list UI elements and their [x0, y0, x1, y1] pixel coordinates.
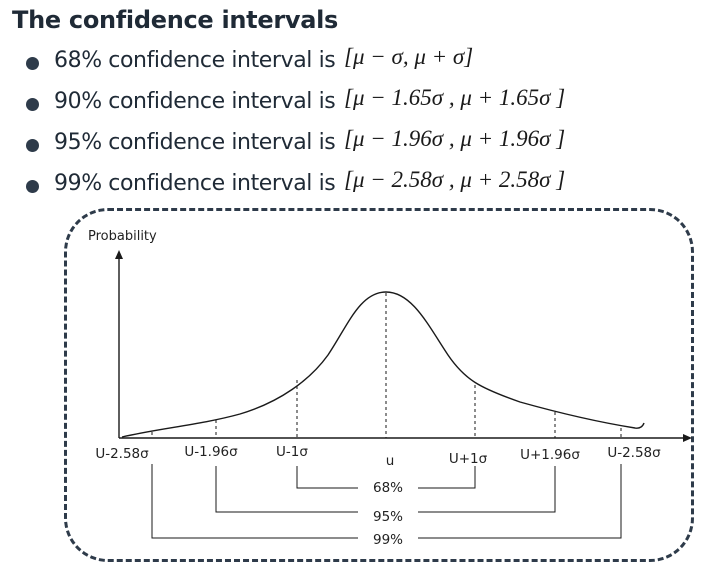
page-title: The confidence intervals: [12, 6, 339, 34]
interval-description: 95% confidence interval is: [54, 130, 336, 155]
bracket-95-right: [418, 466, 556, 513]
diagram-frame: [64, 208, 694, 562]
bracket-label: 99%: [373, 532, 403, 548]
bell-curve: [121, 291, 645, 438]
interval-formula: [μ − 1.65σ , μ + 1.65σ ]: [344, 85, 566, 110]
bracket-68-right: [418, 466, 476, 489]
tick-label: U-2.58σ: [607, 445, 661, 461]
bullet-dot-icon: [26, 57, 39, 70]
bullet-dot-icon: [26, 180, 39, 193]
bracket-99-left: [151, 464, 358, 539]
y-axis-arrow-icon: [115, 250, 123, 259]
bracket-68-left: [296, 466, 358, 489]
interval-description: 90% confidence interval is: [54, 89, 336, 114]
bullet-dot-icon: [26, 139, 39, 152]
tick-label: U+1σ: [449, 451, 488, 467]
bracket-label: 95%: [373, 509, 403, 525]
interval-description: 68% confidence interval is: [54, 48, 336, 73]
y-axis-label: Probability: [88, 229, 157, 244]
bracket-95-left: [215, 466, 358, 513]
interval-formula: [μ − σ, μ + σ]: [344, 44, 474, 69]
x-axis-arrow-icon: [683, 434, 692, 442]
tick-label: U-1.96σ: [184, 444, 238, 460]
bracket-99-right: [418, 464, 622, 539]
interval-formula: [μ − 1.96σ , μ + 1.96σ ]: [344, 126, 566, 151]
bracket-label: 68%: [373, 480, 403, 496]
bullet-dot-icon: [26, 98, 39, 111]
tick-label: u: [386, 453, 395, 469]
tick-label: U+1.96σ: [520, 447, 580, 463]
interval-description: 99% confidence interval is: [54, 171, 336, 196]
tick-label: U-1σ: [276, 444, 308, 460]
interval-formula: [μ − 2.58σ , μ + 2.58σ ]: [344, 167, 566, 192]
tick-label: U-2.58σ: [95, 446, 149, 462]
